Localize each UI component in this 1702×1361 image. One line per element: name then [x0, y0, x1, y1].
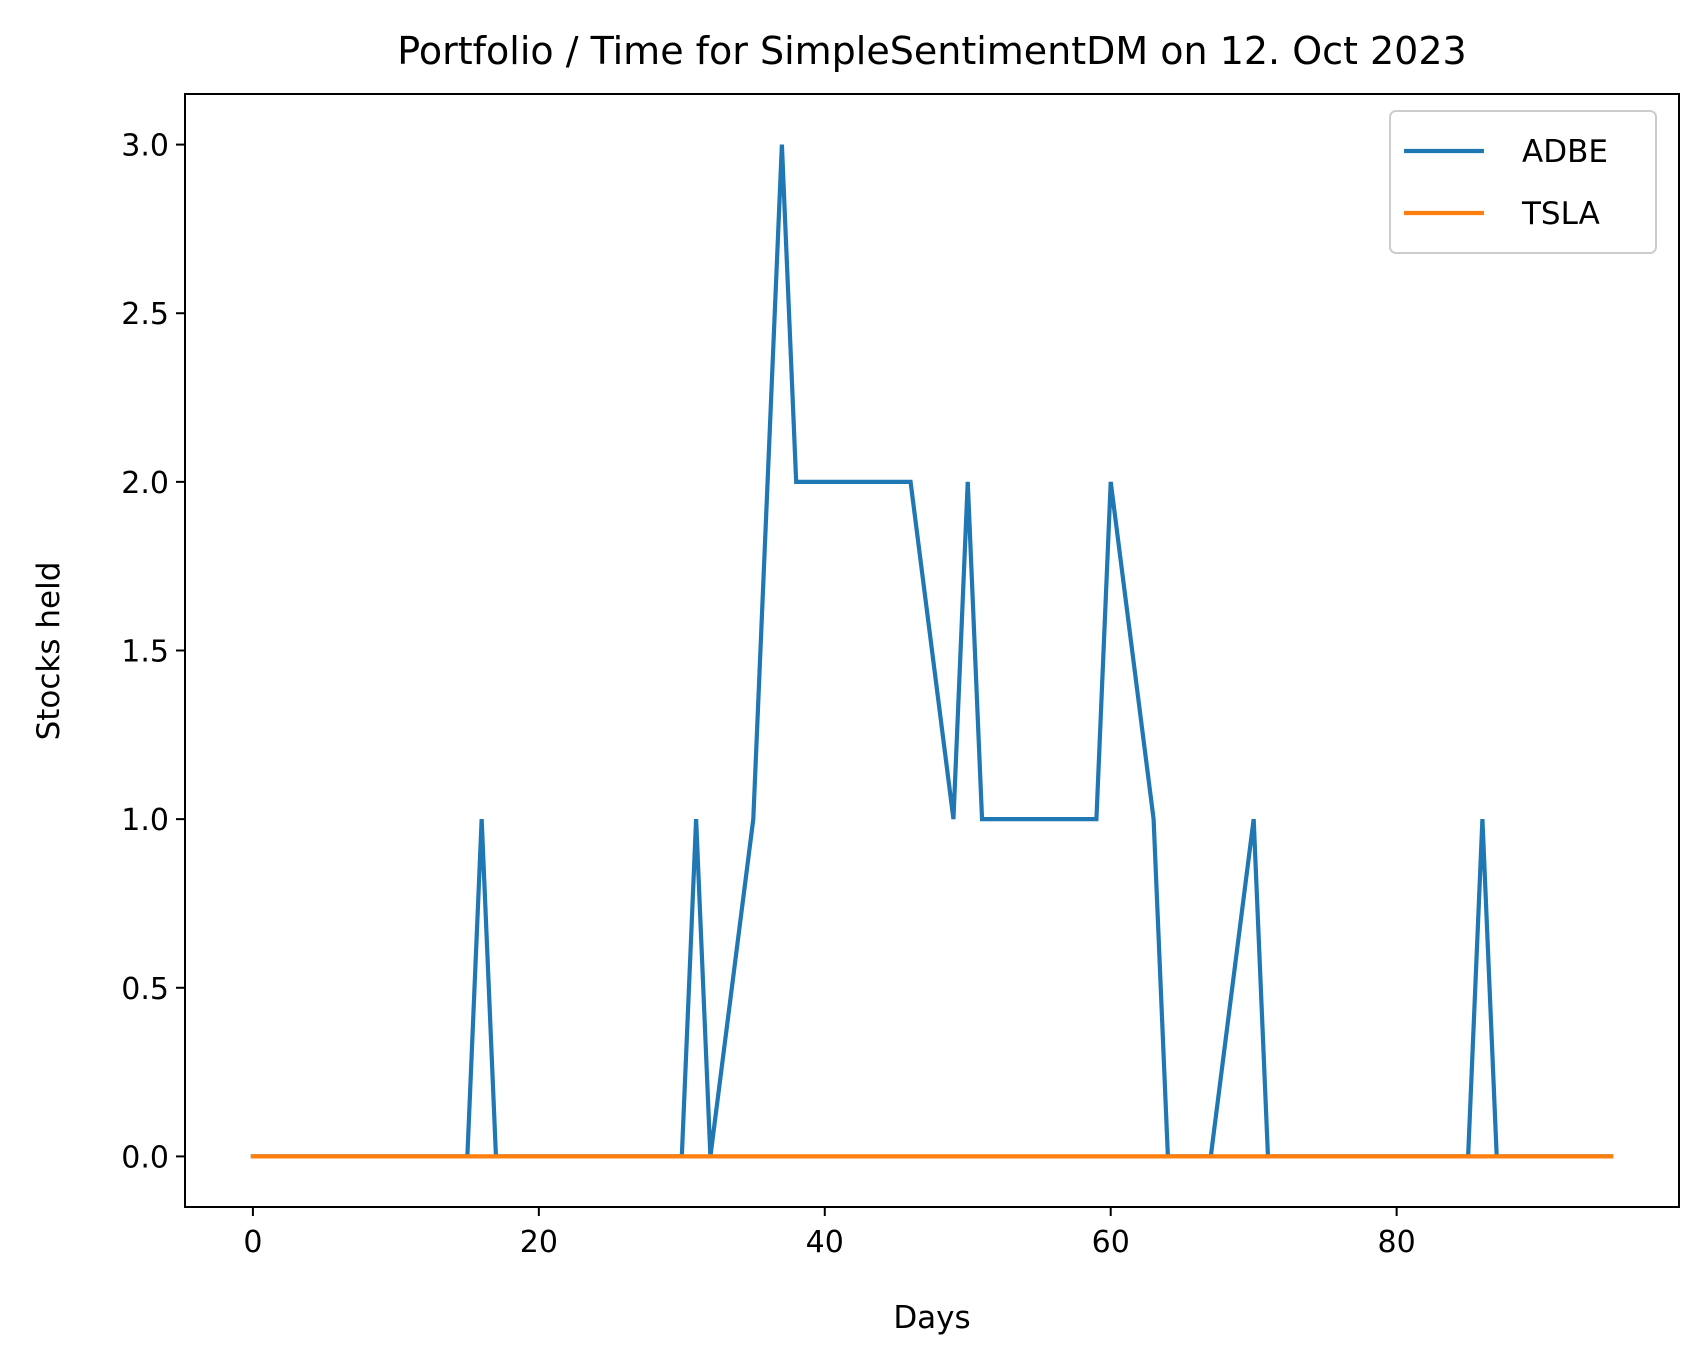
y-axis-label: Stocks held — [31, 562, 67, 741]
legend-label-adbe: ADBE — [1522, 134, 1608, 170]
legend-box — [1389, 110, 1657, 254]
x-tick-label: 40 — [806, 1225, 844, 1260]
y-tick-label: 3.0 — [121, 129, 169, 164]
x-tick-label: 80 — [1378, 1225, 1416, 1260]
plot-area — [250, 144, 1614, 1159]
y-tick-label: 1.0 — [121, 803, 169, 838]
plot-frame — [184, 93, 1680, 1208]
legend: ADBE TSLA — [1389, 110, 1657, 254]
y-tick-label: 0.0 — [121, 1140, 169, 1175]
x-tick-label: 20 — [520, 1225, 558, 1260]
y-axis-ticks: 0.0 0.5 1.0 1.5 2.0 2.5 3.0 — [121, 129, 185, 1175]
x-axis-ticks: 0 20 40 60 80 — [243, 1207, 1416, 1260]
y-tick-label: 1.5 — [121, 635, 169, 670]
x-tick-label: 60 — [1092, 1225, 1130, 1260]
chart-title: Portfolio / Time for SimpleSentimentDM o… — [397, 29, 1466, 73]
y-tick-label: 2.0 — [121, 466, 169, 501]
legend-label-tsla: TSLA — [1521, 196, 1600, 232]
x-tick-label: 0 — [243, 1225, 262, 1260]
x-axis-label: Days — [893, 1300, 970, 1336]
y-tick-label: 0.5 — [121, 972, 169, 1007]
y-tick-label: 2.5 — [121, 297, 169, 332]
